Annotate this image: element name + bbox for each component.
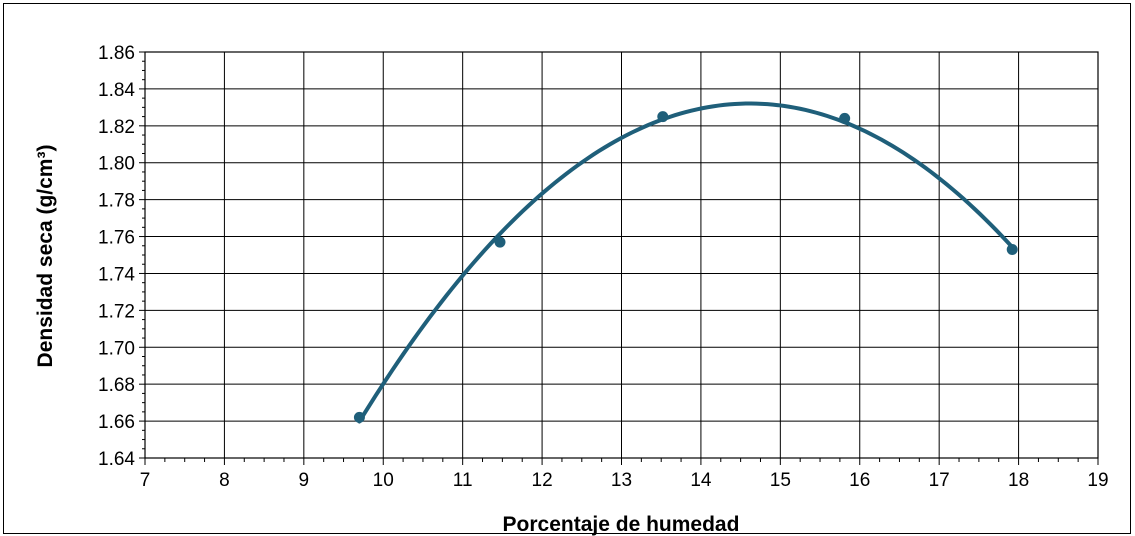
x-tick-label: 19 xyxy=(1087,470,1108,491)
y-tick-label: 1.64 xyxy=(98,449,135,470)
data-point xyxy=(353,411,365,423)
x-tick-label: 9 xyxy=(299,470,310,491)
y-tick-label: 1.72 xyxy=(98,301,135,322)
x-tick-label: 7 xyxy=(140,470,151,491)
y-tick-label: 1.78 xyxy=(98,191,135,212)
chart-frame xyxy=(3,3,1131,534)
y-tick-label: 1.66 xyxy=(98,412,135,433)
x-tick-label: 18 xyxy=(1008,470,1029,491)
grid xyxy=(144,51,1099,459)
data-point xyxy=(657,111,669,123)
y-tick-label: 1.86 xyxy=(98,43,135,64)
y-tick-label: 1.82 xyxy=(98,117,135,138)
x-tick-label: 11 xyxy=(453,470,473,491)
data-points xyxy=(353,111,1018,423)
y-tick-label: 1.70 xyxy=(98,338,135,359)
y-tick-label: 1.74 xyxy=(98,264,135,285)
trendline xyxy=(357,101,1015,424)
y-tick-label: 1.76 xyxy=(98,228,135,249)
x-axis-ticks: 7 8 9 10 11 12 13 14 15 16 17 18 19 xyxy=(140,458,1109,491)
x-tick-label: 8 xyxy=(219,470,230,491)
y-tick-label: 1.84 xyxy=(98,80,135,101)
x-tick-label: 13 xyxy=(611,470,632,491)
x-tick-label: 16 xyxy=(849,470,870,491)
y-tick-label: 1.80 xyxy=(98,154,135,175)
x-tick-label: 15 xyxy=(770,470,791,491)
y-axis-title: Densidad seca (g/cm³) xyxy=(34,145,57,368)
data-point xyxy=(1006,243,1018,255)
x-tick-label: 10 xyxy=(373,470,394,491)
trendline-curve xyxy=(357,101,1015,424)
y-axis-ticks: 1.64 1.66 1.68 1.70 1.72 1.74 1.76 1.78 1.80 1.82… xyxy=(98,43,145,470)
x-axis-title: Porcentaje de humedad xyxy=(503,513,740,536)
data-point xyxy=(839,112,851,124)
x-tick-label: 14 xyxy=(690,470,712,491)
x-tick-label: 12 xyxy=(532,470,553,491)
x-tick-label: 17 xyxy=(929,470,950,491)
data-point xyxy=(494,236,506,248)
y-tick-label: 1.68 xyxy=(98,375,135,396)
